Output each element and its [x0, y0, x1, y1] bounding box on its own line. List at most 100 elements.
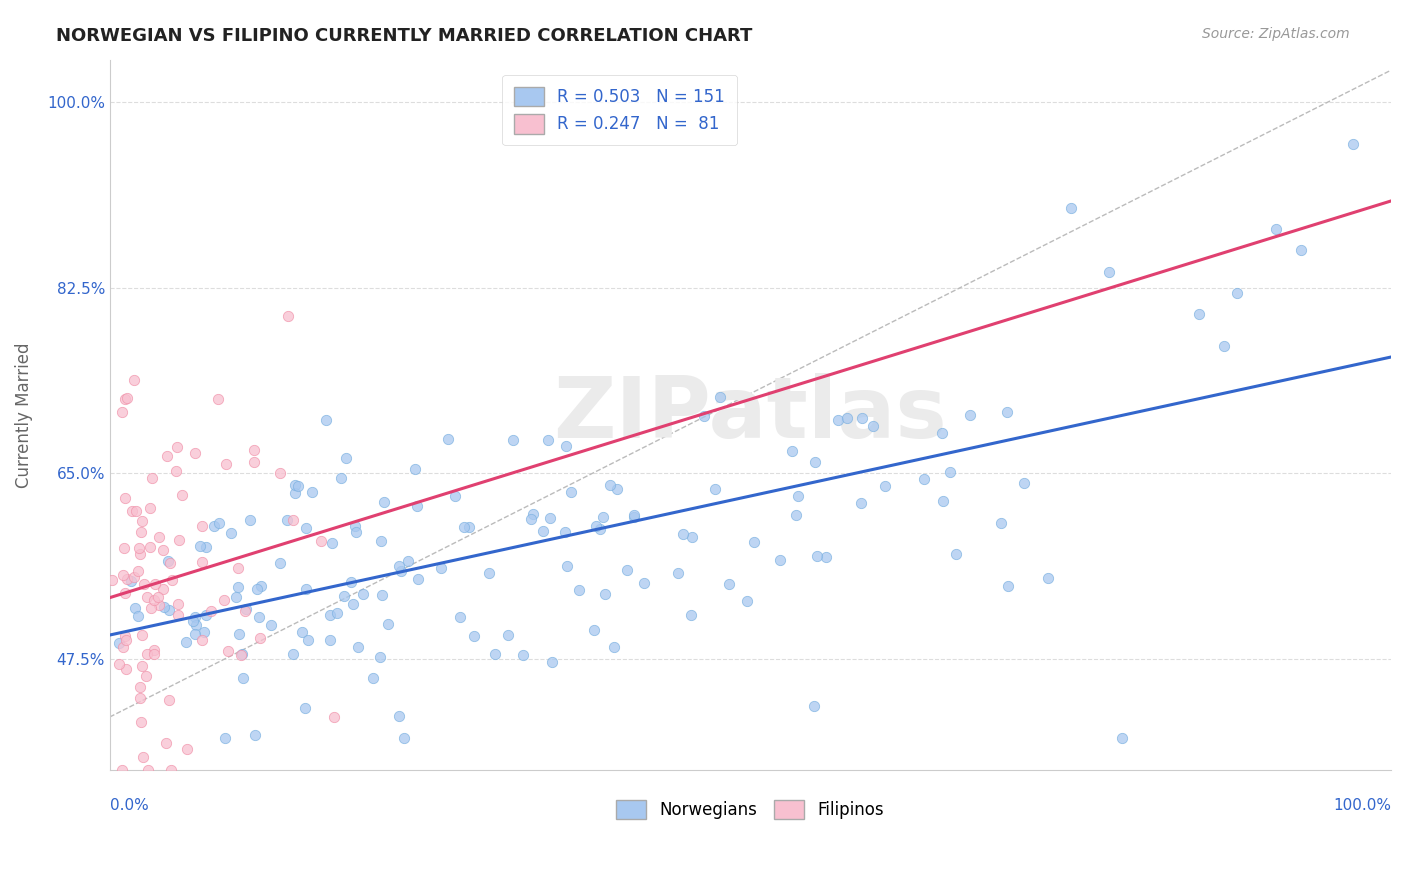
Point	[512, 648, 534, 662]
Point	[139, 501, 162, 516]
Point	[593, 587, 616, 601]
Point	[389, 564, 412, 578]
Point	[679, 607, 702, 622]
Point	[1060, 201, 1083, 215]
Point	[555, 558, 578, 573]
Point	[995, 405, 1018, 419]
Point	[319, 608, 342, 623]
Point	[814, 549, 837, 564]
Point	[208, 516, 231, 530]
Point	[340, 575, 363, 590]
Point	[221, 526, 243, 541]
Point	[127, 565, 149, 579]
Point	[616, 563, 638, 577]
Point	[1111, 731, 1133, 746]
Point	[145, 576, 167, 591]
Point	[229, 648, 252, 662]
Point	[195, 541, 218, 555]
Point	[136, 591, 159, 605]
Point	[333, 589, 356, 603]
Point	[693, 409, 716, 423]
Point	[555, 438, 578, 452]
Point	[368, 650, 391, 665]
Point	[191, 633, 214, 648]
Point	[343, 518, 366, 533]
Point	[295, 520, 318, 534]
Point	[114, 662, 136, 676]
Point	[436, 432, 458, 446]
Point	[204, 519, 226, 533]
Point	[214, 731, 236, 746]
Point	[194, 607, 217, 622]
Point	[129, 714, 152, 729]
Point	[291, 625, 314, 640]
Point	[406, 572, 429, 586]
Point	[541, 655, 564, 669]
Point	[1012, 475, 1035, 490]
Point	[352, 587, 374, 601]
Point	[114, 491, 136, 506]
Point	[243, 455, 266, 469]
Point	[377, 616, 399, 631]
Point	[1213, 339, 1236, 353]
Point	[453, 520, 475, 534]
Point	[169, 533, 191, 548]
Point	[623, 508, 645, 523]
Point	[184, 617, 207, 632]
Point	[183, 627, 205, 641]
Point	[207, 392, 229, 406]
Point	[232, 671, 254, 685]
Point	[269, 556, 291, 570]
Point	[249, 631, 271, 645]
Point	[115, 572, 138, 586]
Point	[148, 599, 170, 613]
Point	[344, 525, 367, 540]
Point	[704, 482, 727, 496]
Point	[849, 496, 872, 510]
Point	[554, 525, 576, 540]
Point	[405, 499, 427, 513]
Point	[531, 524, 554, 538]
Point	[370, 534, 392, 549]
Point	[152, 542, 174, 557]
Point	[931, 425, 953, 440]
Point	[837, 411, 859, 425]
Point	[1036, 571, 1059, 585]
Point	[309, 534, 332, 549]
Point	[260, 617, 283, 632]
Point	[449, 610, 471, 624]
Point	[191, 555, 214, 569]
Point	[606, 482, 628, 496]
Point	[522, 508, 544, 522]
Point	[371, 588, 394, 602]
Point	[170, 488, 193, 502]
Point	[502, 433, 524, 447]
Point	[444, 490, 467, 504]
Point	[122, 374, 145, 388]
Point	[129, 681, 152, 695]
Point	[217, 644, 239, 658]
Point	[827, 413, 849, 427]
Point	[111, 763, 134, 777]
Point	[166, 441, 188, 455]
Point	[281, 648, 304, 662]
Point	[127, 609, 149, 624]
Point	[141, 471, 163, 485]
Point	[233, 604, 256, 618]
Point	[111, 405, 134, 419]
Point	[568, 582, 591, 597]
Point	[277, 310, 299, 324]
Point	[709, 390, 731, 404]
Point	[404, 461, 426, 475]
Point	[247, 610, 270, 624]
Point	[388, 708, 411, 723]
Point	[599, 478, 621, 492]
Point	[284, 486, 307, 500]
Point	[388, 559, 411, 574]
Point	[225, 590, 247, 604]
Legend: Norwegians, Filipinos: Norwegians, Filipinos	[610, 793, 891, 826]
Point	[231, 647, 253, 661]
Point	[226, 561, 249, 575]
Point	[153, 599, 176, 614]
Point	[215, 457, 238, 471]
